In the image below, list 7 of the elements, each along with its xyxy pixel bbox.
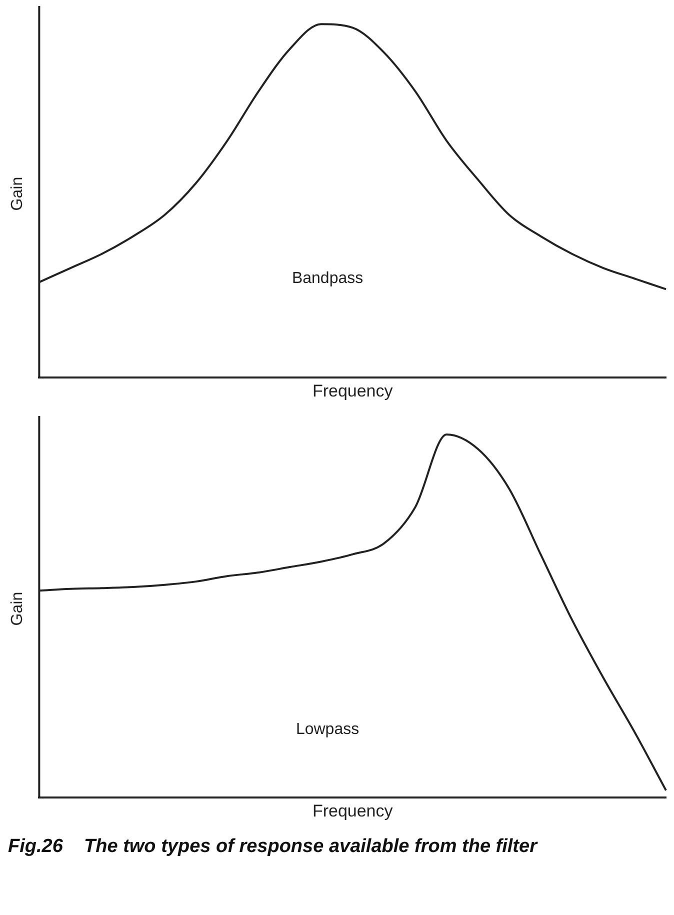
y-axis-title: Gain [9, 176, 26, 211]
annotation: Lowpass [296, 721, 360, 738]
x-axis-title: Frequency [312, 801, 394, 820]
y-axis-title: Gain [9, 592, 26, 626]
annotation: Bandpass [292, 270, 364, 287]
caption: Fig.26 The two types of response available from the filter [7, 835, 539, 859]
x-axis-title: Frequency [312, 381, 394, 400]
